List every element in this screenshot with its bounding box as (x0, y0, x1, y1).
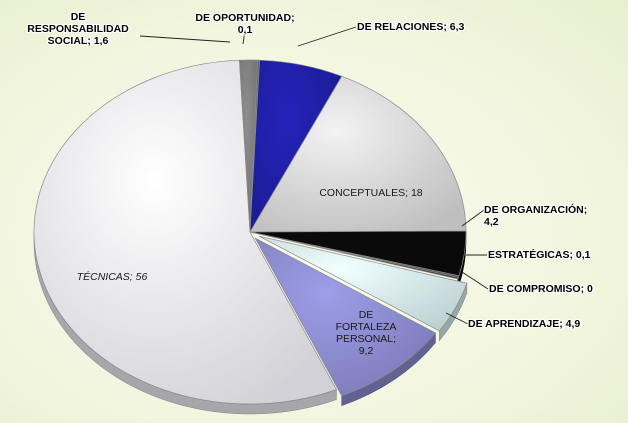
data-label-6: DE APRENDIZAJE; 4,9 (468, 318, 580, 330)
data-label-9-line-1: RESPONSABILIDAD (27, 23, 129, 35)
data-label-3: DE ORGANIZACIÓN; 4,2 (484, 203, 587, 228)
data-label-0-line-1: 0,1 (238, 24, 253, 36)
data-label-8-line-0: TÉCNICAS; 56 (77, 270, 148, 283)
pie-slice-9 (239, 59, 258, 233)
leader-line-0 (242, 29, 246, 45)
data-label-0: DE OPORTUNIDAD; 0,1 (195, 12, 294, 36)
pie-slice-6 (258, 235, 468, 332)
data-label-1-line-0: DE RELACIONES; 6,3 (357, 21, 465, 33)
data-label-9-line-2: SOCIAL; 1,6 (48, 35, 109, 47)
data-label-7: DE FORTALEZA PERSONAL; 9,2 (336, 309, 397, 357)
data-label-0-line-0: DE OPORTUNIDAD; (195, 12, 294, 24)
data-label-7-line-3: 9,2 (359, 345, 374, 357)
leader-line-6 (445, 312, 469, 325)
data-label-9: DE RESPONSABILIDAD SOCIAL; 1,6 (27, 11, 129, 47)
data-label-5-line-0: DE COMPROMISO; 0 (489, 283, 593, 295)
data-label-4: ESTRATÉGICAS; 0,1 (488, 248, 591, 261)
pie-slices (33, 59, 468, 405)
data-label-7-line-1: FORTALEZA (336, 321, 397, 333)
pie-slice-5 (249, 231, 459, 280)
leader-line-9 (139, 35, 231, 43)
data-label-6-line-0: DE APRENDIZAJE; 4,9 (468, 318, 580, 330)
data-label-3-line-1: 4,2 (484, 216, 499, 228)
data-label-2: CONCEPTUALES; 18 (319, 187, 422, 199)
data-labels: DE OPORTUNIDAD; 0,1 DE RELACIONES; 6,3 CONC… (26, 10, 594, 357)
data-label-3-line-0: DE ORGANIZACIÓN; (484, 203, 587, 216)
data-label-7-line-0: DE (359, 309, 374, 321)
data-label-4-line-0: ESTRATÉGICAS; 0,1 (488, 248, 591, 261)
data-label-1: DE RELACIONES; 6,3 (357, 21, 465, 33)
leader-line-1 (297, 26, 357, 47)
pie-slice-8 (33, 59, 337, 405)
data-label-9-line-0: DE (71, 11, 86, 23)
data-label-5: DE COMPROMISO; 0 (489, 283, 593, 295)
data-label-2-line-0: CONCEPTUALES; 18 (319, 187, 422, 199)
data-label-8: TÉCNICAS; 56 (77, 270, 148, 283)
pie-slice-7 (254, 237, 437, 397)
pie-slice-2 (249, 75, 467, 233)
leader-line-3 (461, 209, 485, 227)
leader-line-5 (461, 271, 489, 290)
data-label-7-line-2: PERSONAL; (336, 333, 396, 345)
